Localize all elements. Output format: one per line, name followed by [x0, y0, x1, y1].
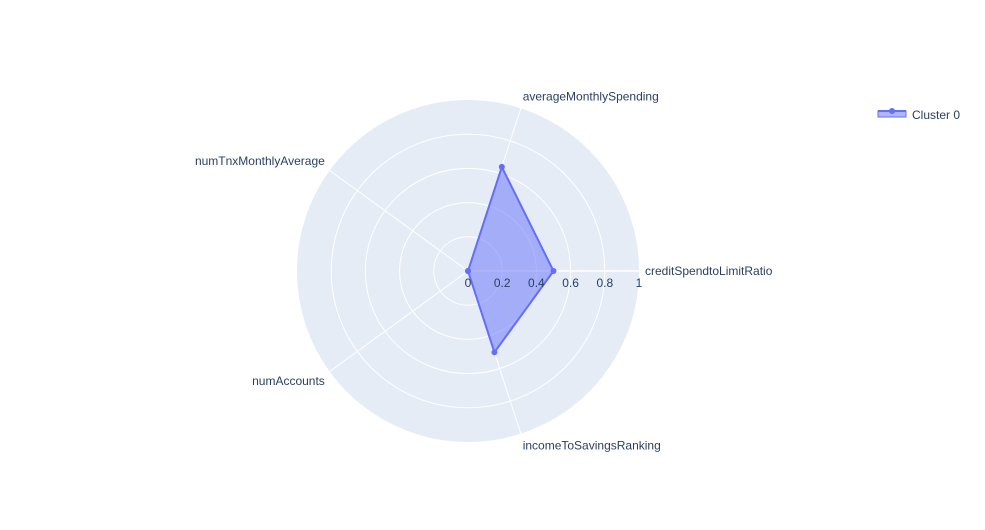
- category-label-2: numTnxMonthlyAverage: [195, 154, 325, 168]
- legend[interactable]: Cluster 0: [877, 108, 960, 122]
- legend-marker: [889, 108, 895, 114]
- category-label-4: incomeToSavingsRanking: [523, 438, 661, 452]
- data-point-0-3[interactable]: [465, 268, 471, 274]
- radial-tick-label: 0.6: [562, 276, 579, 290]
- data-point-0-0[interactable]: [550, 268, 557, 274]
- angular-axis-labels: creditSpendtoLimitRatio averageMonthlySpe…: [195, 90, 773, 453]
- legend-label: Cluster 0: [912, 108, 960, 122]
- category-label-0: creditSpendtoLimitRatio: [645, 264, 773, 278]
- grid-spoke-2: [329, 170, 469, 272]
- grid-spoke-3: [329, 270, 469, 372]
- series-layer: [465, 163, 557, 356]
- legend-item-0[interactable]: Cluster 0: [877, 108, 960, 122]
- radial-tick-label: 0: [465, 276, 472, 290]
- category-label-3: numAccounts: [252, 374, 325, 388]
- radial-tick-label: 0.2: [494, 276, 511, 290]
- data-point-0-1[interactable]: [498, 163, 505, 170]
- radial-tick-label: 0.4: [528, 276, 545, 290]
- radial-tick-label: 0.8: [596, 276, 613, 290]
- data-point-0-4[interactable]: [491, 349, 498, 356]
- category-label-1: averageMonthlySpending: [523, 90, 659, 104]
- radial-tick-label: 1: [636, 276, 643, 290]
- radial-ticks: 0 0.2 0.4 0.6 0.8 1: [465, 276, 643, 290]
